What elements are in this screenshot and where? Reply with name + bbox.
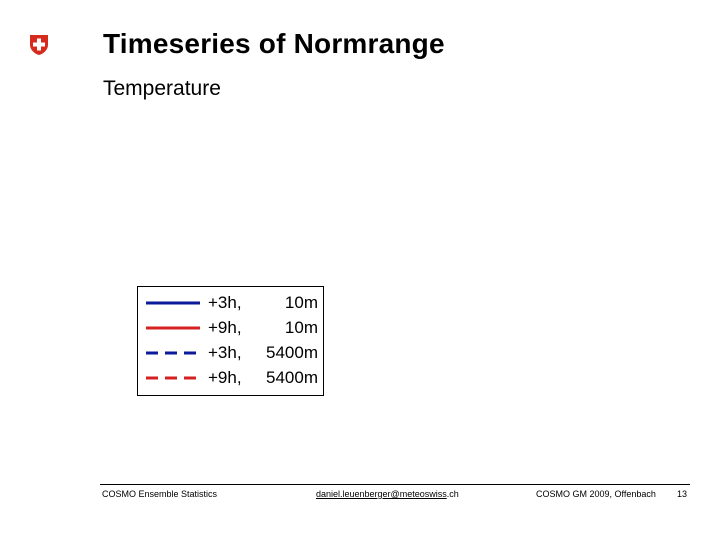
- legend-box: +3h, 10m +9h, 10m +3h, 5400m +9h, 5400m: [137, 286, 324, 396]
- legend-label: +9h, 5400m: [208, 368, 318, 388]
- legend-lead-time: +3h,: [208, 293, 242, 312]
- legend-lead-time: +3h,: [208, 343, 242, 362]
- legend-item: +9h, 5400m: [138, 366, 323, 391]
- legend-label: +3h, 5400m: [208, 343, 318, 363]
- legend-line-swatch: [146, 326, 200, 330]
- legend-line-swatch: [146, 301, 200, 305]
- slide-title: Timeseries of Normrange: [103, 28, 445, 59]
- legend-height: 10m: [284, 318, 318, 337]
- legend-label: +3h, 10m: [208, 293, 318, 313]
- legend-lead-time: +9h,: [208, 368, 242, 387]
- email-link[interactable]: daniel.leuenberger@meteoswiss: [316, 489, 447, 499]
- swiss-cross-logo-icon: [30, 35, 48, 55]
- legend-height: 10m: [284, 293, 318, 312]
- footer-divider: [100, 484, 690, 485]
- email-suffix: .ch: [446, 489, 459, 499]
- footer-email: daniel.leuenberger@meteoswiss.ch: [316, 489, 459, 499]
- footer-title: COSMO Ensemble Statistics: [102, 489, 218, 499]
- legend-item: +3h, 10m: [138, 291, 323, 316]
- legend-item: +9h, 10m: [138, 316, 323, 341]
- slide-subtitle: Temperature: [103, 77, 221, 100]
- legend-label: +9h, 10m: [208, 318, 318, 338]
- legend-line-swatch: [146, 376, 200, 380]
- legend-height: 5400m: [266, 368, 318, 387]
- legend-item: +3h, 5400m: [138, 341, 323, 366]
- legend-line-swatch: [146, 351, 200, 355]
- legend-height: 5400m: [266, 343, 318, 362]
- page-number: 13: [677, 489, 688, 499]
- legend-lead-time: +9h,: [208, 318, 242, 337]
- footer-conference: COSMO GM 2009, Offenbach: [536, 489, 656, 499]
